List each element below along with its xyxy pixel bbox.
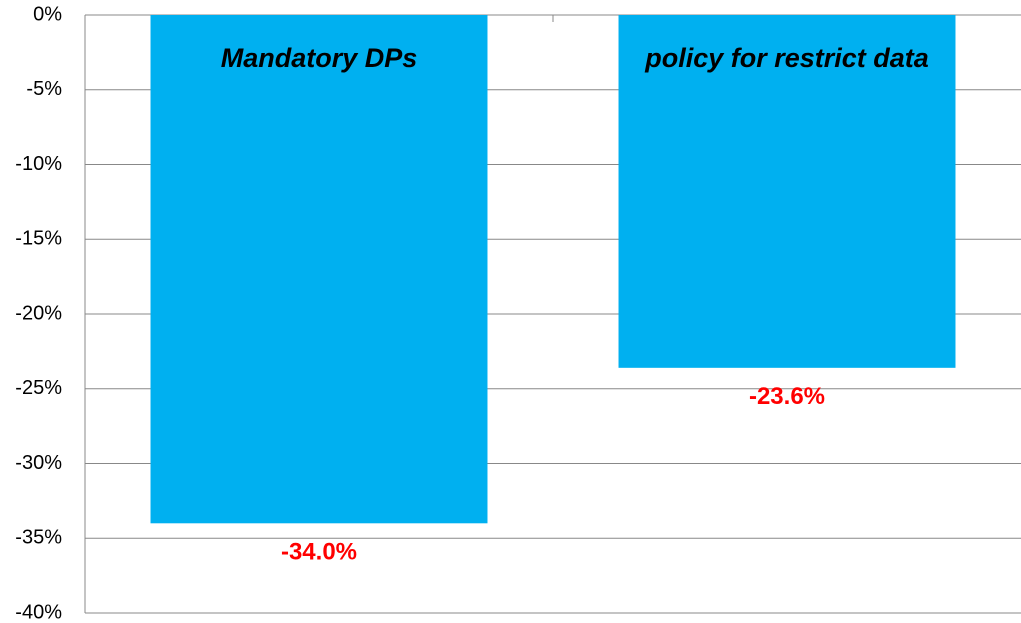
y-tick-label: 0% [33, 3, 62, 25]
bar [618, 15, 956, 368]
y-tick-label: -5% [26, 78, 62, 100]
bar [150, 15, 488, 524]
value-label: -34.0% [281, 539, 357, 566]
y-tick-label: -20% [15, 302, 62, 324]
y-tick-label: -35% [15, 527, 62, 549]
y-tick-label: -25% [15, 377, 62, 399]
category-label: Mandatory DPs [221, 43, 418, 73]
value-label: -23.6% [749, 383, 825, 410]
y-tick-label: -30% [15, 452, 62, 474]
category-label: policy for restrict data [644, 43, 929, 73]
y-tick-label: -15% [15, 228, 62, 250]
y-tick-label: -40% [15, 601, 62, 623]
y-tick-label: -10% [15, 153, 62, 175]
